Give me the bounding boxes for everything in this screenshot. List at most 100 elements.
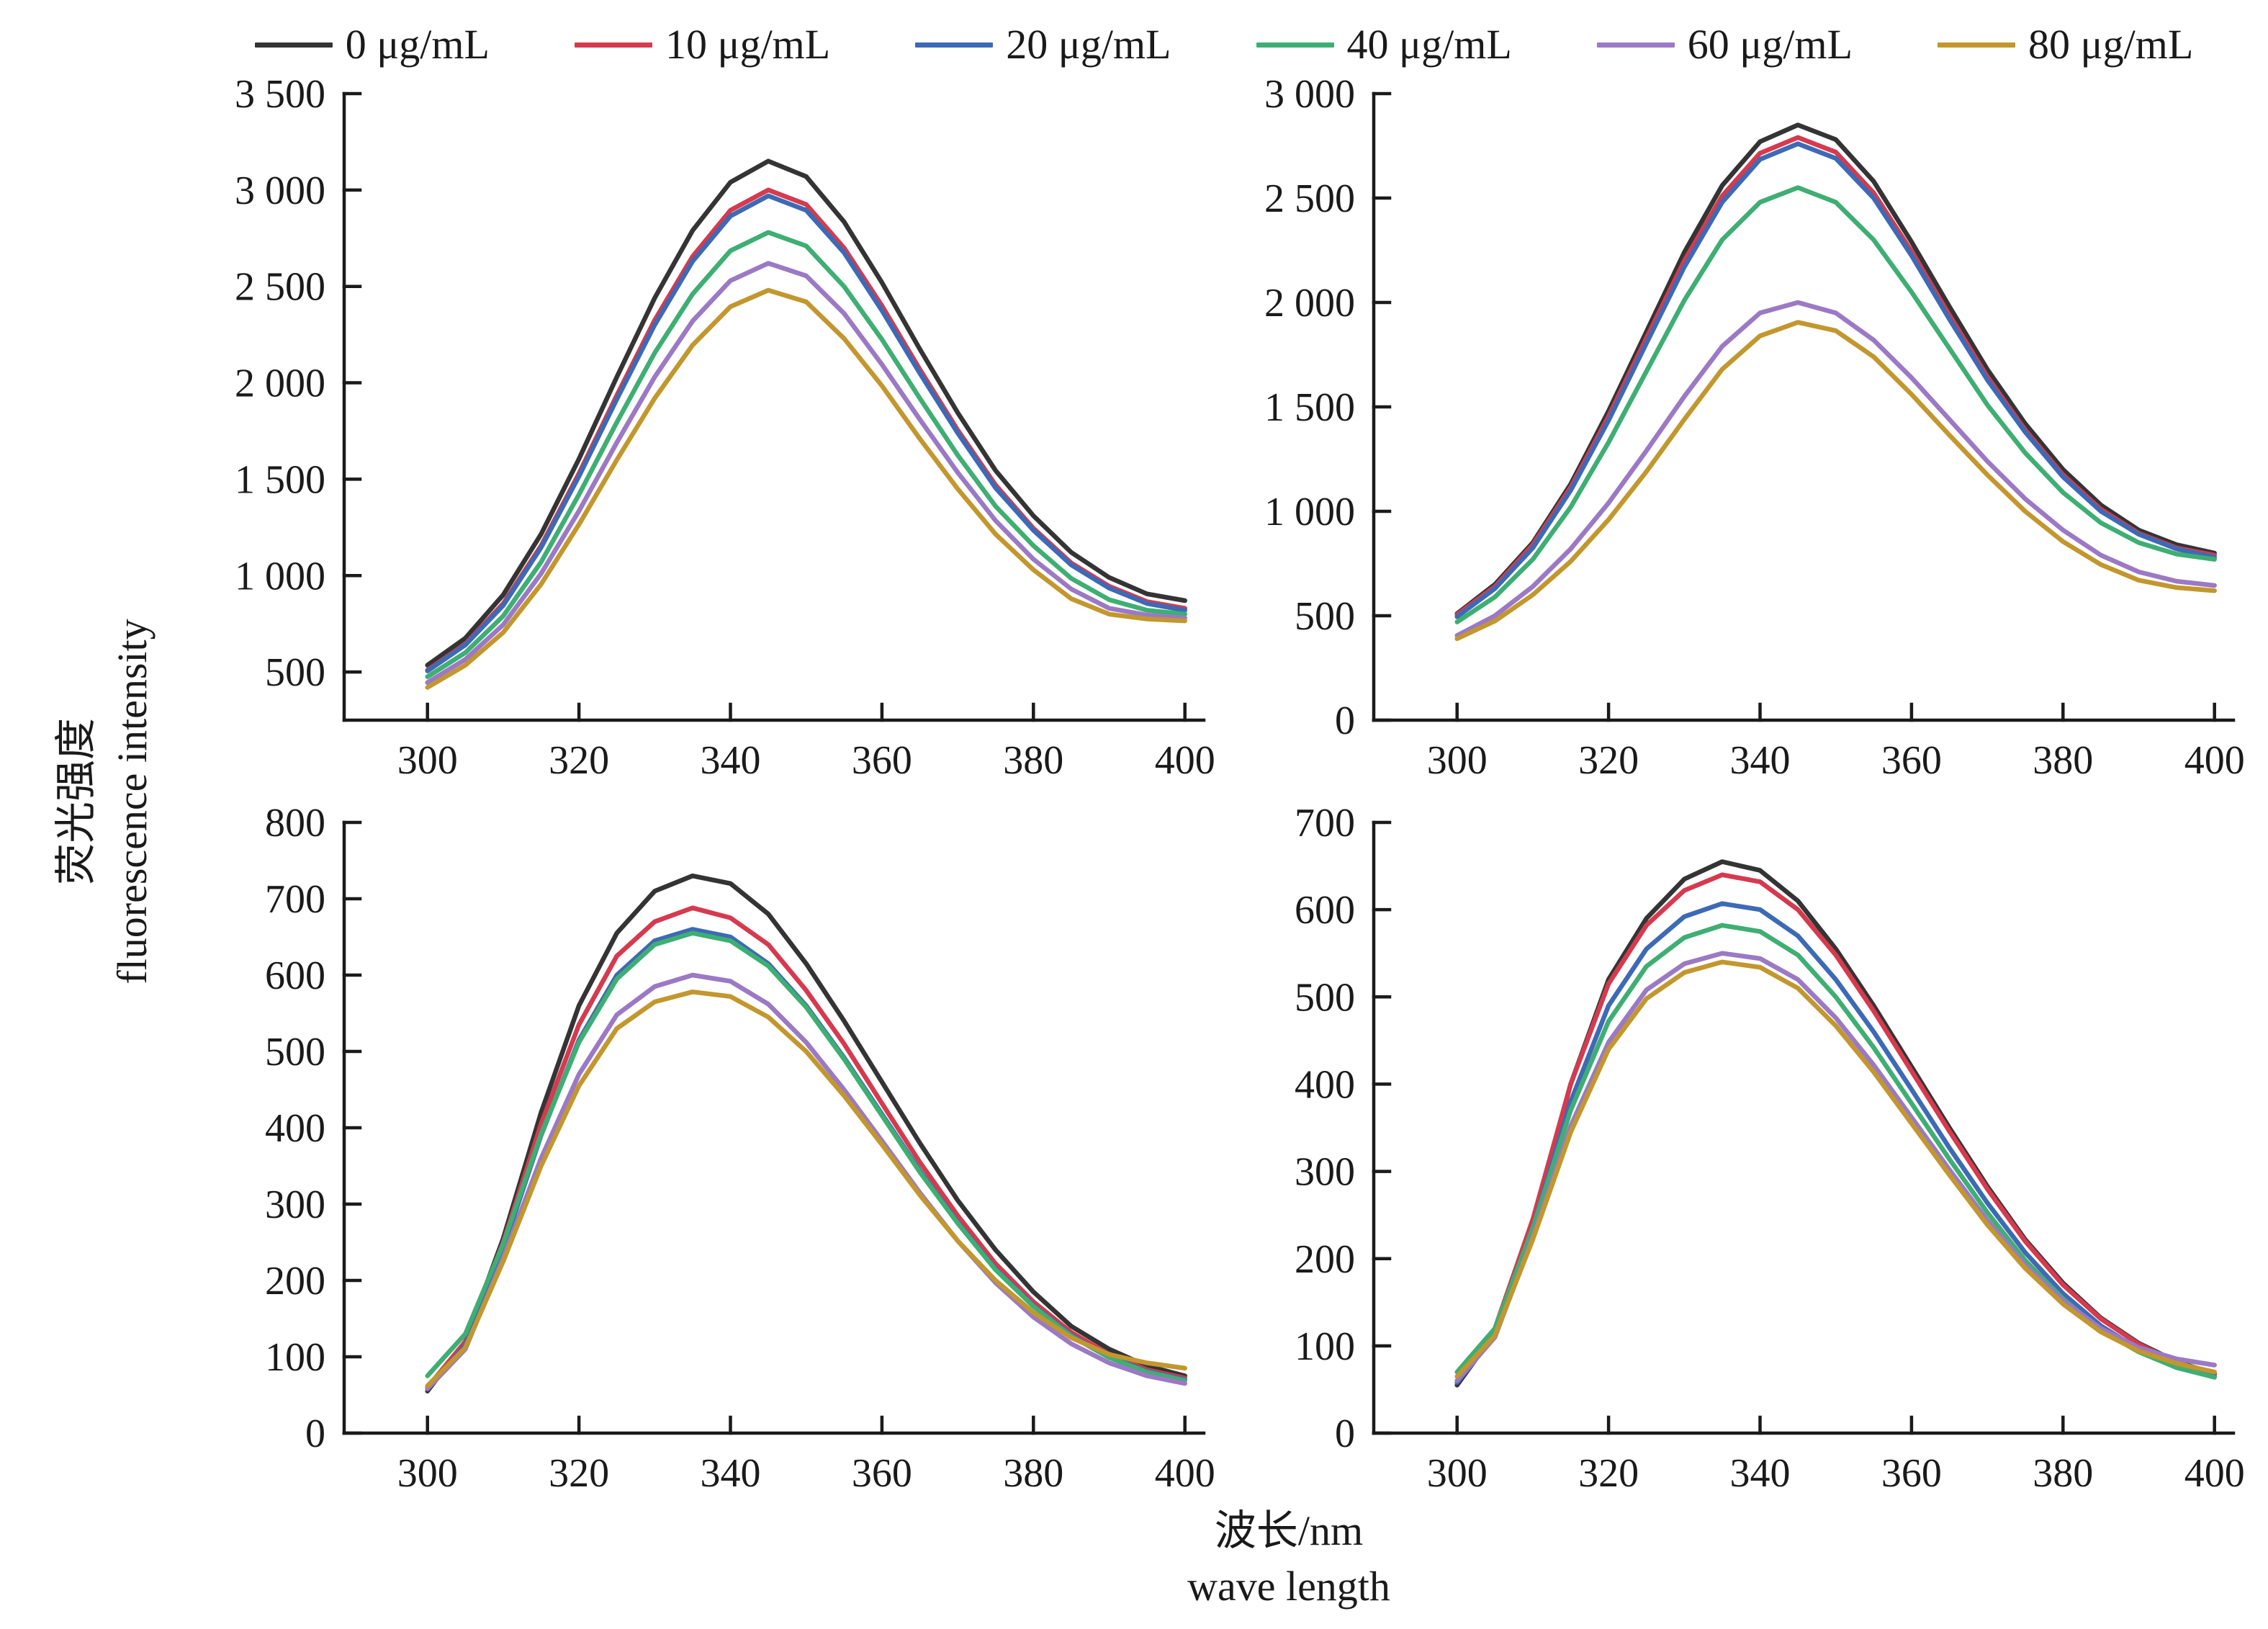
x-tick-label: 320 <box>549 1451 609 1496</box>
x-tick-label: 340 <box>1730 1451 1791 1496</box>
y-tick-label: 200 <box>265 1259 325 1303</box>
y-tick-label: 2 000 <box>235 362 325 406</box>
y-tick-label: 500 <box>265 650 325 695</box>
legend-line-swatch <box>1938 42 2016 48</box>
legend-line-swatch <box>1596 42 1675 48</box>
legend-item-0: 0 μg/mL <box>254 21 490 68</box>
axes <box>1372 820 2236 1435</box>
x-tick-label: 400 <box>2184 1451 2245 1496</box>
x-tick-label: 380 <box>1003 1451 1063 1496</box>
x-tick-label: 320 <box>1578 738 1639 783</box>
tick-labels: 0 100 200 300 400 500 600 700 800 300 320 340 360 380… <box>265 801 1215 1496</box>
y-tick-label: 0 <box>1335 699 1355 743</box>
subplot-top-left: 500 1 000 1 500 2 000 2 500 3 000 3 500 300 320 3… <box>194 72 1224 804</box>
x-tick-label: 360 <box>852 1451 912 1496</box>
y-tick-label: 400 <box>265 1106 325 1151</box>
legend-label: 0 μg/mL <box>345 21 490 68</box>
tick-labels: 500 1 000 1 500 2 000 2 500 3 000 3 500 300 320 3… <box>235 72 1215 783</box>
series-curve-4 <box>1454 951 2217 1383</box>
y-tick-label: 200 <box>1295 1237 1355 1282</box>
chart-svg-bottom-right: 0 100 200 300 400 500 600 700 300 320 340 360 380 400 <box>1295 801 2245 1496</box>
series-curve-1 <box>1454 872 2217 1383</box>
y-tick-label: 500 <box>1295 594 1355 639</box>
x-tick-label: 360 <box>1881 738 1942 783</box>
x-tick-label: 340 <box>701 738 761 783</box>
y-tick-label: 0 <box>1335 1412 1355 1456</box>
series-curve-5 <box>425 287 1187 690</box>
series-curve-1 <box>1454 135 2217 617</box>
y-tick-label: 1 000 <box>1264 490 1355 534</box>
x-axis-title-zh: 波长/nm <box>1214 1507 1364 1554</box>
x-tick-label: 360 <box>1881 1451 1942 1496</box>
series-curve-5 <box>1454 320 2217 642</box>
legend-item-4: 60 μg/mL <box>1596 24 1853 66</box>
y-tick-label: 600 <box>1295 888 1355 933</box>
x-tick-label: 340 <box>1730 738 1791 783</box>
x-tick-label: 300 <box>397 738 458 783</box>
y-tick-label: 3 500 <box>235 72 325 117</box>
y-axis-title-zh: 荧光强度 <box>53 718 99 886</box>
tick-labels: 0 500 1 000 1 500 2 000 2 500 3 000 300 320 340 36… <box>1264 72 2245 783</box>
y-tick-label: 0 <box>305 1412 325 1456</box>
y-tick-label: 3 000 <box>1264 72 1355 117</box>
axes <box>342 820 1206 1435</box>
chart-svg-bottom-left: 0 100 200 300 400 500 600 700 800 300 320 340 360 380… <box>265 801 1215 1496</box>
series-curve-4 <box>425 972 1187 1391</box>
y-tick-label: 500 <box>265 1030 325 1074</box>
x-tick-label: 340 <box>701 1451 761 1496</box>
y-tick-label: 2 000 <box>1264 281 1355 326</box>
x-tick-label: 380 <box>2033 738 2093 783</box>
x-tick-label: 300 <box>397 1451 458 1496</box>
legend-line-swatch <box>915 42 994 48</box>
x-tick-label: 380 <box>2033 1451 2093 1496</box>
chart-svg-top-right: 0 500 1 000 1 500 2 000 2 500 3 000 300 320 340 36… <box>1264 72 2245 783</box>
subplot-top-right: 0 500 1 000 1 500 2 000 2 500 3 000 300 320 340 36… <box>1224 72 2254 804</box>
series-curve-0 <box>425 873 1187 1394</box>
y-tick-label: 1 000 <box>235 554 325 598</box>
legend-item-2: 20 μg/mL <box>915 24 1171 66</box>
y-tick-label: 700 <box>265 877 325 922</box>
series-curve-2 <box>1454 141 2217 619</box>
y-tick-label: 300 <box>1295 1150 1355 1195</box>
y-axis-title: 荧光强度 fluorescence intensity <box>48 470 171 1133</box>
axes <box>1372 91 2236 722</box>
series-curve-4 <box>425 261 1187 686</box>
x-tick-label: 320 <box>549 738 609 783</box>
legend-item-3: 40 μg/mL <box>1256 24 1512 66</box>
y-tick-label: 100 <box>1295 1324 1355 1369</box>
series-curve-3 <box>1454 185 2217 624</box>
legend-label: 80 μg/mL <box>2028 21 2194 68</box>
series-curve-2 <box>1454 901 2217 1385</box>
series-curve-5 <box>425 989 1187 1388</box>
series-curve-3 <box>1454 923 2217 1380</box>
legend-item-1: 10 μg/mL <box>574 21 831 68</box>
y-tick-label: 700 <box>1295 801 1355 845</box>
series-curve-5 <box>1454 959 2217 1379</box>
series-curve-3 <box>425 230 1187 680</box>
subplot-bottom-left: 0 100 200 300 400 500 600 700 800 300 320 340 360 380… <box>194 801 1224 1517</box>
x-tick-label: 300 <box>1427 1451 1488 1496</box>
series-curve-1 <box>425 905 1187 1390</box>
y-tick-label: 600 <box>265 953 325 998</box>
tick-labels: 0 100 200 300 400 500 600 700 300 320 340 360 380 400 <box>1295 801 2245 1496</box>
y-tick-label: 1 500 <box>235 457 325 502</box>
y-tick-label: 3 000 <box>235 169 325 213</box>
legend: 0 μg/mL 10 μg/mL 20 μg/mL 40 μg/mL 60 μg/mL 8… <box>216 10 2232 79</box>
series-curve-3 <box>425 930 1187 1383</box>
series-curve-0 <box>425 158 1187 668</box>
legend-label: 40 μg/mL <box>1346 21 1512 68</box>
axes <box>342 91 1206 722</box>
y-tick-label: 1 500 <box>1264 385 1355 430</box>
x-tick-label: 380 <box>1003 738 1063 783</box>
y-tick-label: 300 <box>265 1183 325 1227</box>
y-tick-label: 2 500 <box>235 265 325 310</box>
series-curve-4 <box>1454 300 2217 638</box>
x-axis-title-en: wave length <box>1187 1562 1390 1610</box>
x-tick-label: 400 <box>2184 738 2245 783</box>
chart-svg-top-left: 500 1 000 1 500 2 000 2 500 3 000 3 500 300 320 3… <box>235 72 1215 783</box>
series-curve-2 <box>425 193 1187 673</box>
y-tick-label: 500 <box>1295 975 1355 1020</box>
legend-label: 10 μg/mL <box>665 21 831 68</box>
legend-item-5: 80 μg/mL <box>1938 24 2193 66</box>
series-curve-0 <box>1454 122 2217 616</box>
